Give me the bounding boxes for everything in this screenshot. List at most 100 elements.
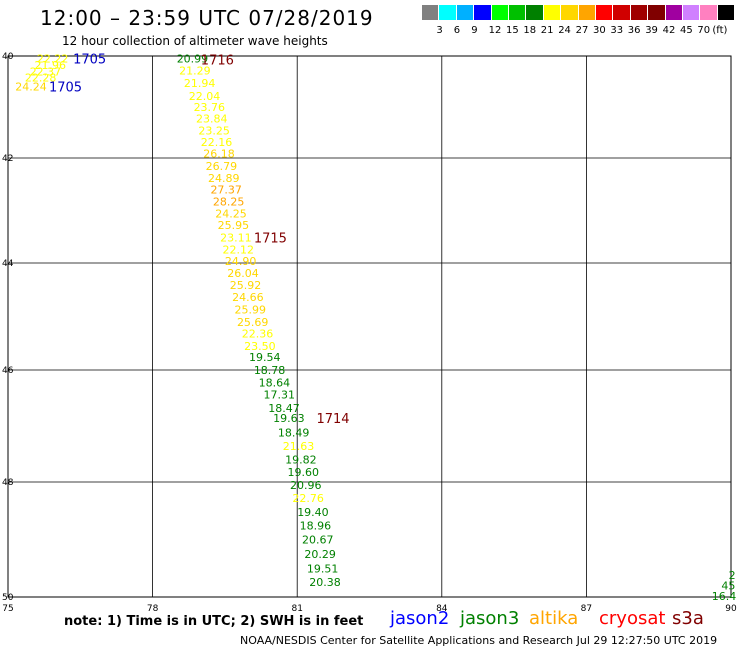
wave-height-label: 23.50 [244,340,276,353]
scale-label: 42 [662,25,676,36]
wave-height-label: 21.94 [184,77,216,90]
lat-tick-label: 48 [2,478,14,488]
scale-swatch [683,5,701,20]
wave-height-label: 26.79 [206,160,238,173]
wave-height-label: 22.22 [37,53,69,66]
wave-height-label: 23.11 [220,231,252,244]
wave-height-label: 16.4 [712,590,737,603]
wave-height-label: 25.69 [237,316,269,329]
lat-tick-label: 40 [2,52,14,62]
scale-label: 6 [453,25,461,36]
wave-height-label: 18.47 [268,402,300,415]
scale-label: 39 [645,25,658,36]
scale-swatch [474,5,492,20]
wave-height-label: 19.51 [307,562,339,575]
scale-swatch [526,5,544,20]
scale-swatch [596,5,614,20]
satellite-legend-cryosat: cryosat [599,608,666,629]
scale-label: 3 [436,25,443,36]
wave-height-label: 18.49 [278,427,310,440]
lon-tick-label: 84 [436,604,448,614]
track-time-label: 1716 [201,54,234,69]
wave-height-label: 23.25 [198,124,230,137]
wave-height-label: 22.76 [292,492,324,505]
lat-tick-label: 50 [2,593,14,603]
lon-tick-label: 78 [147,604,159,614]
scale-swatch [422,5,440,20]
lat-lon-grid: 75 78 81 84 87 90 40 42 44 46 48 50 [2,52,737,614]
scale-swatch [648,5,666,20]
wave-height-label: 22.36 [242,328,274,341]
wave-height-label: 2 [729,569,736,582]
wave-height-label: 21.29 [179,64,211,77]
wave-height-label: 24.89 [208,172,240,185]
scale-label: 33 [610,25,624,36]
lat-tick-label: 42 [2,154,13,164]
wave-height-label: 20.38 [309,576,341,589]
wave-height-label: 28.25 [213,196,245,209]
wave-height-label: 19.60 [288,466,320,479]
wave-height-label: 20.29 [304,548,336,561]
scale-unit: (ft) [712,25,728,36]
wave-height-label: 25.95 [218,219,250,232]
lat-tick-label: 44 [2,259,14,269]
wave-height-label: 22.04 [189,90,221,103]
credit-footer: NOAA/NESDIS Center for Satellite Applica… [240,634,718,647]
scale-swatch [561,5,579,20]
satellite-legend-jason3: jason3 [460,608,520,629]
satellite-legend-s3a: s3a [672,608,704,629]
scale-swatch [717,5,736,20]
scale-label: 15 [506,25,519,36]
scale-swatch [439,5,457,20]
lat-tick-label: 46 [2,366,14,376]
scale-swatch [578,5,596,20]
track-time-label: 1714 [316,412,349,427]
scale-label: 36 [627,25,641,36]
wave-height-label: 19.40 [297,506,329,519]
wave-height-label: 26.04 [227,267,259,280]
wave-height-label: 17.31 [263,389,295,402]
wave-height-label: 24.66 [232,291,264,304]
satellite-legend-altika: altika [529,608,579,629]
scale-label: 27 [575,25,589,36]
scale-swatch [613,5,631,20]
wave-height-label: 27.37 [210,184,242,197]
wave-height-label: 18.78 [254,364,286,377]
wave-height-label: 25.99 [235,304,266,317]
wave-height-label: 20.67 [302,534,334,547]
scale-label: 70 [697,25,711,36]
scale-label: 24 [558,25,571,36]
wave-height-label: 19.82 [285,454,317,467]
wave-height-label: 23.84 [196,113,228,126]
scale-label: 45 [680,25,693,36]
wave-height-label: 23.76 [194,101,226,114]
wave-height-label: 18.64 [259,376,291,389]
lon-tick-label: 87 [581,604,592,614]
lon-tick-label: 75 [2,604,13,614]
scale-swatch [630,5,649,20]
track-time-label: 1715 [254,231,287,246]
wave-height-label: 18.96 [300,520,332,533]
scale-swatch [456,5,475,20]
track-time-label: 1705 [49,81,82,96]
page-title: 12:00 – 23:59 UTC 07/28/2019 [40,6,374,30]
wave-height-label: 24.25 [215,208,247,221]
lon-tick-label: 90 [725,604,737,614]
scale-label: 18 [523,25,537,36]
scale-label: 21 [540,25,554,36]
wave-height-label: 22.28 [25,71,57,84]
wave-height-label: 22.16 [201,136,233,149]
wave-height-label: 24.90 [225,255,257,268]
page-subtitle: 12 hour collection of altimeter wave hei… [62,34,328,48]
wave-height-label: 19.63 [273,412,305,425]
track-time-labels: 1705 1705 1716 1715 1714 [49,53,350,428]
lon-tick-label: 81 [291,604,302,614]
map-frame [7,55,732,598]
wave-height-label: 22.37 [30,65,62,78]
wave-height-label: 21.63 [283,440,315,453]
wave-height-label: 22.12 [222,243,254,256]
footnote: note: 1) Time is in UTC; 2) SWH is in fe… [64,614,364,629]
scale-label: 12 [488,25,502,36]
